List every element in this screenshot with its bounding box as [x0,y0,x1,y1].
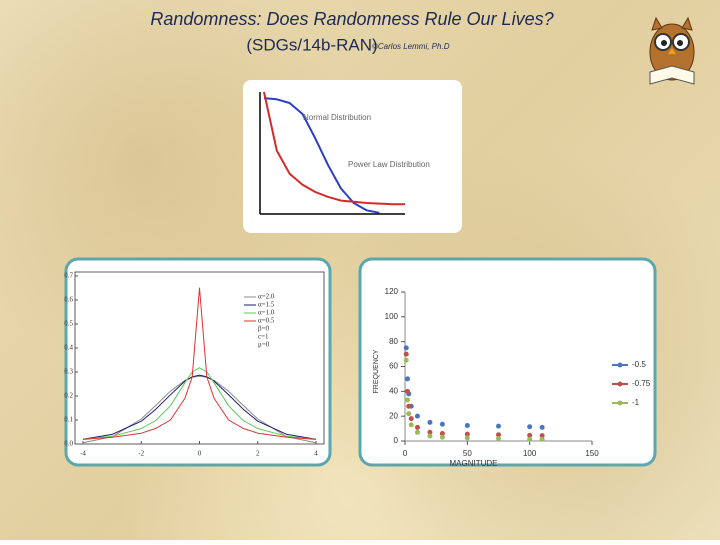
x-tick-label: 50 [463,449,472,458]
data-point [464,431,470,437]
data-point [403,351,409,357]
y-tick-label: 20 [389,411,398,420]
y-tick-label: 60 [389,362,398,371]
data-point [464,435,470,441]
data-point [496,432,501,438]
data-point [527,432,533,438]
annotation: c=1 [258,333,269,341]
data-point [403,345,409,351]
y-tick-label: 0.3 [64,368,73,376]
slide-title: Randomness: Does Randomness Rule Our Liv… [150,9,553,29]
x-tick-label: 150 [585,449,599,458]
owl-icon [649,16,695,85]
y-tick-label: 0.2 [64,392,73,400]
data-point [527,424,533,430]
series-line [82,374,317,440]
y-tick-label: 120 [385,287,399,296]
data-point [404,376,410,382]
legend-label: Power Law Distribution [348,160,430,169]
data-point [439,434,445,440]
data-point [427,433,433,439]
x-tick-label: 0 [403,449,408,458]
x-tick-label: -2 [138,450,144,458]
chart: 0.00.10.20.30.40.50.60.7-4 -2 0 2 4α=2.0α=1.… [64,271,325,458]
y-axis-label: FREQUENCY [373,349,380,393]
x-axis-label: MAGNITUDE [450,459,498,468]
data-point [439,421,445,427]
legend-label: -0.75 [632,379,651,388]
data-point [404,388,410,394]
legend-marker [617,381,623,387]
y-tick-label: 0 [394,436,399,445]
data-point [427,429,433,435]
chart: Normal Distribution Power Law Distributio… [259,91,430,215]
series-line [263,97,380,214]
y-tick-label: 40 [389,386,398,395]
data-point [427,419,433,425]
data-point [414,413,420,419]
data-point [496,423,501,429]
data-point [403,357,409,363]
data-point [539,424,545,430]
legend-label: α=1.5 [258,301,275,309]
data-point [414,429,420,435]
data-point [527,436,533,442]
legend-label: α=0.5 [258,317,275,325]
data-point [408,416,414,422]
data-point [464,422,470,428]
chart-frame [243,80,462,233]
series-line [82,367,317,440]
legend-label: -1 [632,398,640,407]
slide-subtitle: (SDGs/14b-RAN) [246,35,377,54]
legend-label: α=1.0 [258,309,275,317]
data-point [404,397,410,403]
x-tick-label: 100 [523,449,537,458]
chart-frame [358,257,657,467]
legend-label: -0.5 [632,360,646,369]
legend-label: Normal Distribution [303,113,371,122]
data-point [539,436,545,442]
annotation: β=0 [258,325,270,333]
data-point [406,411,412,417]
legend-marker [617,362,623,368]
data-point [414,424,420,430]
series-line [82,375,317,444]
y-tick-label: 0.0 [64,440,73,448]
y-tick-label: 0.7 [64,272,73,280]
x-tick-label: 4 [314,450,318,458]
y-tick-label: 0.6 [64,296,73,304]
chart-frame [64,257,332,467]
x-tick-label: -4 [80,450,86,458]
y-tick-label: 0.4 [64,344,73,352]
x-tick-label: 2 [256,450,260,458]
annotation: μ=0 [258,341,270,349]
data-point [439,431,445,437]
x-tick-label: 0 [198,450,202,458]
credit: ©Carlos Lemmi, Ph.D [372,42,450,51]
chart: 0 20 40 60 80 100 120 0 50 100 150 MAGNITUDE FREQUEN… [373,287,651,468]
data-point [408,422,414,428]
data-point [539,433,545,439]
y-tick-label: 100 [385,312,399,321]
y-tick-label: 0.5 [64,320,73,328]
legend-marker [617,400,623,406]
y-tick-label: 80 [389,337,398,346]
y-tick-label: 0.1 [64,416,73,424]
series-line [263,91,405,206]
data-point [496,436,501,442]
legend-label: α=2.0 [258,293,275,301]
data-point [406,403,412,409]
series-line [82,287,317,440]
